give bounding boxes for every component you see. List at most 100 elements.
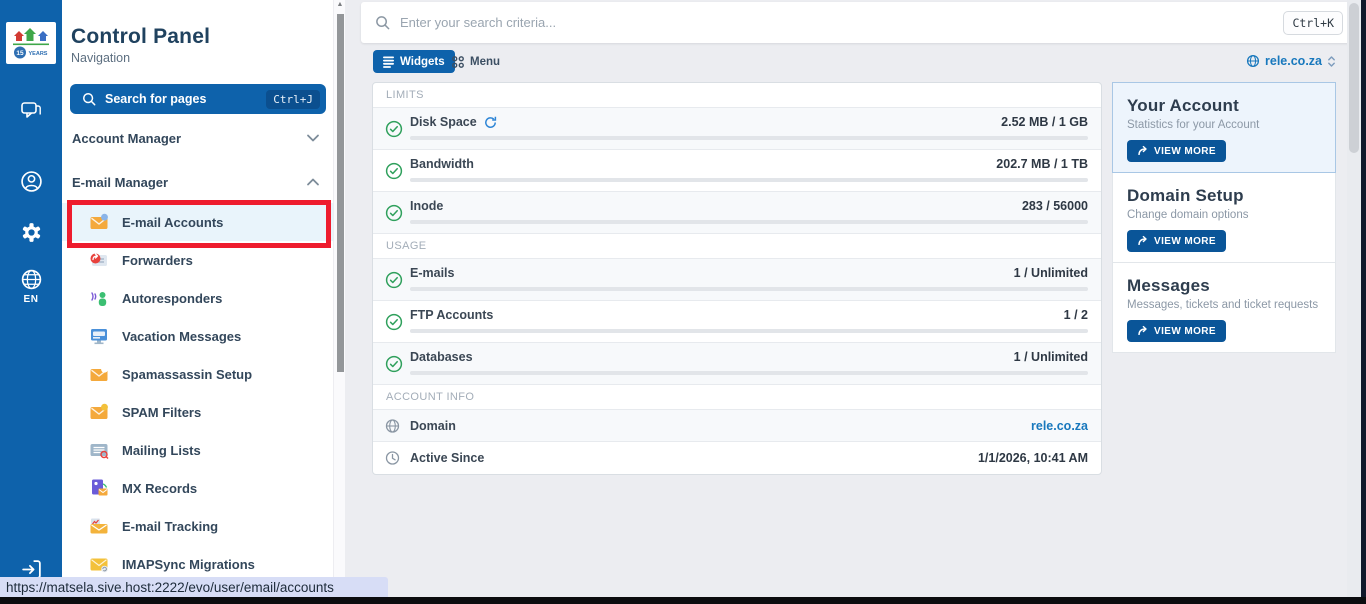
page-scrollbar[interactable] bbox=[1347, 0, 1361, 597]
imapsync-migrations-icon bbox=[88, 553, 110, 575]
screen-right-edge bbox=[1361, 0, 1366, 604]
sidebar-scrollbar[interactable]: ▲ bbox=[333, 0, 345, 597]
sidebar-item-label: IMAPSync Migrations bbox=[122, 556, 255, 572]
search-icon bbox=[83, 93, 96, 106]
progress-bar bbox=[410, 136, 1088, 140]
view-more-button[interactable]: VIEW MORE bbox=[1127, 230, 1226, 252]
stat-value[interactable]: rele.co.za bbox=[1031, 418, 1088, 433]
card-title: Domain Setup bbox=[1127, 186, 1244, 205]
sidebar-item-vacation-messages[interactable]: Vacation Messages bbox=[62, 317, 333, 355]
global-search-shortcut-badge: Ctrl+K bbox=[1283, 10, 1343, 35]
gear-icon bbox=[22, 223, 40, 242]
sidebar-item-label: E-mail Tracking bbox=[122, 518, 219, 534]
search-pages-button[interactable]: Search for pages Ctrl+J bbox=[70, 84, 326, 114]
global-search-placeholder: Enter your search criteria... bbox=[400, 15, 557, 30]
sidebar-title: Control Panel bbox=[71, 25, 211, 48]
sidebar-item-e-mail-tracking[interactable]: E-mail Tracking bbox=[62, 507, 333, 545]
refresh-icon[interactable] bbox=[484, 116, 497, 129]
sidebar-group-email-manager[interactable]: E-mail Manager bbox=[70, 171, 326, 193]
browser-status-url: https://matsela.sive.host:2222/evo/user/… bbox=[0, 577, 388, 597]
stat-label: Domain bbox=[410, 418, 456, 433]
globe-icon bbox=[21, 269, 41, 290]
sidebar-item-autoresponders[interactable]: Autoresponders bbox=[62, 279, 333, 317]
selected-domain: rele.co.za bbox=[1265, 54, 1322, 68]
language-code: EN bbox=[23, 294, 39, 305]
stat-row-domain: Domain rele.co.za bbox=[373, 410, 1101, 442]
view-more-button[interactable]: VIEW MORE bbox=[1127, 140, 1226, 162]
account-rail-button[interactable] bbox=[0, 170, 62, 193]
menu-tab-button[interactable]: Menu bbox=[451, 50, 500, 73]
widgets-tab-button[interactable]: Widgets bbox=[373, 50, 455, 73]
hosting-logo-icon: 15 YEARS bbox=[13, 28, 49, 59]
check-icon bbox=[385, 271, 403, 289]
search-pages-label: Search for pages bbox=[105, 92, 207, 106]
messages-rail-button[interactable] bbox=[0, 100, 62, 122]
user-icon bbox=[20, 171, 42, 192]
settings-rail-button[interactable] bbox=[0, 221, 62, 244]
brand-logo[interactable]: 15 YEARS bbox=[6, 22, 56, 64]
stat-value: 1 / 2 bbox=[1063, 308, 1088, 322]
sidebar-item-e-mail-accounts[interactable]: E-mail Accounts bbox=[62, 203, 333, 241]
progress-bar bbox=[410, 287, 1088, 291]
svg-text:15: 15 bbox=[16, 50, 24, 57]
search-icon bbox=[376, 16, 390, 30]
section-header-limits: LIMITS bbox=[373, 83, 1101, 108]
check-icon bbox=[385, 162, 403, 180]
stat-row-bandwidth: Bandwidth 202.7 MB / 1 TB bbox=[373, 150, 1101, 192]
domain-selector[interactable]: rele.co.za bbox=[1246, 51, 1336, 71]
card-messages: Messages Messages, tickets and ticket re… bbox=[1112, 262, 1336, 353]
scrollbar-up-arrow-icon[interactable]: ▲ bbox=[336, 1, 344, 8]
group-label: E-mail Manager bbox=[72, 174, 169, 190]
sidebar-item-mailing-lists[interactable]: Mailing Lists bbox=[62, 431, 333, 469]
stat-label: Inode bbox=[410, 199, 444, 213]
view-more-label: VIEW MORE bbox=[1154, 145, 1216, 157]
language-rail-button[interactable]: EN bbox=[0, 268, 62, 305]
email-accounts-icon bbox=[88, 211, 110, 233]
card-title: Your Account bbox=[1127, 96, 1239, 115]
view-more-button[interactable]: VIEW MORE bbox=[1127, 320, 1226, 342]
sidebar-item-spamassassin-setup[interactable]: Spamassassin Setup bbox=[62, 355, 333, 393]
widgets-label: Widgets bbox=[400, 55, 445, 68]
account-stats-panel: LIMITS Disk Space 2.52 MB / 1 GB Bandwid… bbox=[372, 82, 1102, 475]
sidebar-group-account-manager[interactable]: Account Manager bbox=[70, 127, 326, 149]
sidebar-item-label: Autoresponders bbox=[122, 290, 223, 306]
sidebar-subtitle: Navigation bbox=[71, 51, 131, 65]
card-subtitle: Messages, tickets and ticket requests bbox=[1127, 299, 1319, 311]
check-icon bbox=[385, 355, 403, 373]
sidebar-item-imapsync-migrations[interactable]: IMAPSync Migrations bbox=[62, 545, 333, 583]
card-domain-setup: Domain Setup Change domain options VIEW … bbox=[1112, 172, 1336, 263]
sidebar-item-mx-records[interactable]: MX Records bbox=[62, 469, 333, 507]
stat-row-inode: Inode 283 / 56000 bbox=[373, 192, 1101, 234]
svg-text:YEARS: YEARS bbox=[29, 51, 48, 57]
shortcut-cards: Your Account Statistics for your Account… bbox=[1112, 82, 1336, 353]
group-label: Account Manager bbox=[72, 130, 182, 146]
sidebar-item-label: Mailing Lists bbox=[122, 442, 201, 458]
status-url-text: https://matsela.sive.host:2222/evo/user/… bbox=[6, 579, 334, 595]
sidebar-item-label: MX Records bbox=[122, 480, 198, 496]
stat-label: E-mails bbox=[410, 266, 455, 280]
sidebar-item-forwarders[interactable]: Forwarders bbox=[62, 241, 333, 279]
stat-value: 2.52 MB / 1 GB bbox=[1001, 115, 1088, 129]
screen-bottom-edge bbox=[0, 597, 1366, 604]
forwarders-icon bbox=[88, 249, 110, 271]
progress-bar bbox=[410, 371, 1088, 375]
sidebar-scrollbar-thumb[interactable] bbox=[336, 14, 344, 372]
section-header-usage: USAGE bbox=[373, 234, 1101, 259]
stat-label: Disk Space bbox=[410, 115, 497, 129]
stat-value: 1 / Unlimited bbox=[1013, 350, 1088, 364]
external-arrow-icon bbox=[1137, 145, 1149, 157]
stat-row-disk-space: Disk Space 2.52 MB / 1 GB bbox=[373, 108, 1101, 150]
global-search-bar[interactable]: Enter your search criteria... Ctrl+K bbox=[361, 2, 1353, 43]
sidebar-item-label: Spamassassin Setup bbox=[122, 366, 253, 382]
section-header-account-info: ACCOUNT INFO bbox=[373, 385, 1101, 410]
sidebar-item-label: Vacation Messages bbox=[122, 328, 242, 344]
card-your-account: Your Account Statistics for your Account… bbox=[1112, 82, 1336, 173]
sidebar-item-label: Forwarders bbox=[122, 252, 193, 268]
stat-value: 202.7 MB / 1 TB bbox=[996, 157, 1088, 171]
sidebar-item-spam-filters[interactable]: SPAM Filters bbox=[62, 393, 333, 431]
navigation-sidebar: Control Panel Navigation Search for page… bbox=[62, 0, 333, 604]
clock-icon bbox=[385, 451, 400, 466]
page-scrollbar-thumb[interactable] bbox=[1349, 3, 1359, 153]
view-more-label: VIEW MORE bbox=[1154, 235, 1216, 247]
check-icon bbox=[385, 120, 403, 138]
